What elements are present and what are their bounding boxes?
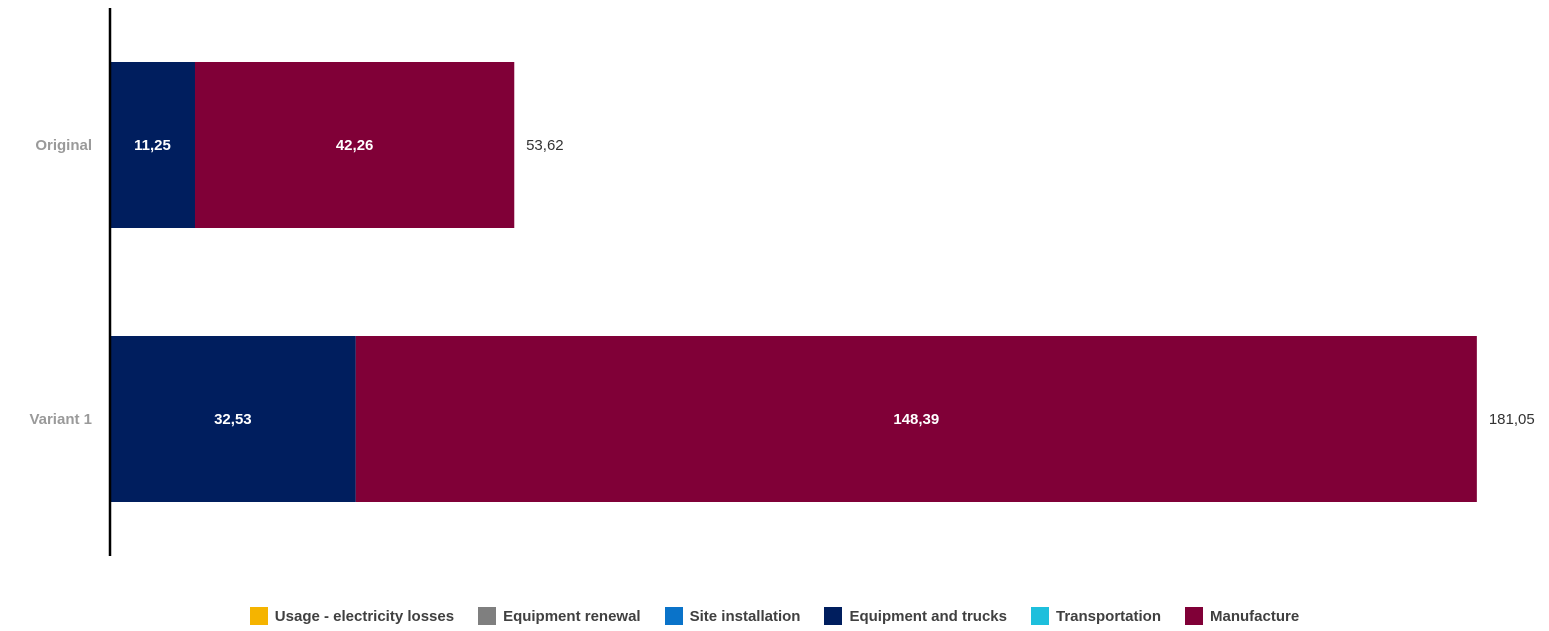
bar-original-equipment-and-trucks xyxy=(110,62,195,228)
legend-swatch-site-installation xyxy=(664,607,683,625)
legend-label-equipment-and-trucks: Equipment and trucks xyxy=(849,607,1007,625)
legend-label-equipment-renewal: Equipment renewal xyxy=(503,607,641,625)
legend-swatch-transportation xyxy=(1030,607,1049,625)
labels-layer: 11,25 42,26 53,62 Original 32,53 148,39 181,05… xyxy=(29,137,1534,428)
category-label-variant-1: Variant 1 xyxy=(29,411,92,428)
data-label-variant-1-equipment-and-trucks: 32,53 xyxy=(214,411,252,428)
bars-layer xyxy=(110,62,1477,502)
legend-label-transportation: Transportation xyxy=(1055,607,1161,625)
data-label-original-manufacture: 42,26 xyxy=(336,137,374,154)
legend-item-equipment-renewal: Equipment renewal xyxy=(478,607,641,625)
legend-item-site-installation: Site installation xyxy=(664,607,801,625)
legend-label-usage-electricity-losses: Usage - electricity losses xyxy=(274,607,455,625)
legend-swatch-usage-electricity-losses xyxy=(249,607,268,625)
bar-original-manufacture xyxy=(194,62,515,228)
total-label-original: 53,62 xyxy=(526,137,564,154)
data-label-original-equipment-and-trucks: 11,25 xyxy=(134,137,171,154)
legend-item-usage-electricity-losses: Usage - electricity losses xyxy=(249,607,455,625)
legend-label-manufacture: Manufacture xyxy=(1210,607,1300,625)
legend-label-site-installation: Site installation xyxy=(689,607,801,625)
chart-canvas: 11,25 42,26 53,62 Original 32,53 148,39 181,05… xyxy=(29,8,1535,556)
bar-variant-1-manufacture xyxy=(355,336,1477,502)
legend-swatch-equipment-renewal xyxy=(478,607,497,625)
legend-swatch-equipment-and-trucks xyxy=(824,607,843,625)
legend-item-manufacture: Manufacture xyxy=(1185,607,1299,625)
legend-item-equipment-and-trucks: Equipment and trucks xyxy=(824,607,1007,625)
chart-legend: Usage - electricity losses Equipment rene… xyxy=(0,601,1549,631)
bar-variant-1-equipment-and-trucks xyxy=(110,336,356,502)
data-label-variant-1-manufacture: 148,39 xyxy=(893,411,939,428)
category-label-original: Original xyxy=(35,137,92,154)
total-label-variant-1: 181,05 xyxy=(1489,411,1535,428)
legend-item-transportation: Transportation xyxy=(1030,607,1161,625)
legend-swatch-manufacture xyxy=(1185,607,1203,625)
